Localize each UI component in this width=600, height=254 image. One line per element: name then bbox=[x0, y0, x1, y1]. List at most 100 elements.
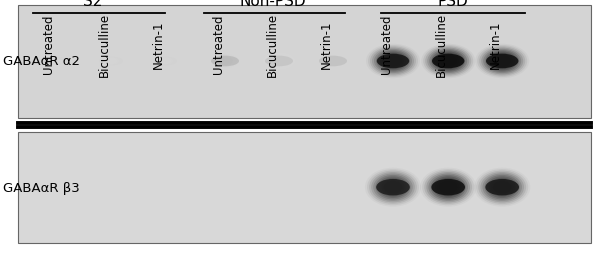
Ellipse shape bbox=[422, 169, 474, 205]
Ellipse shape bbox=[99, 57, 123, 66]
Ellipse shape bbox=[437, 55, 459, 69]
Ellipse shape bbox=[266, 55, 292, 69]
Ellipse shape bbox=[486, 54, 518, 69]
Ellipse shape bbox=[212, 55, 238, 69]
Ellipse shape bbox=[485, 179, 519, 196]
Ellipse shape bbox=[317, 53, 349, 71]
Text: PSD: PSD bbox=[437, 0, 469, 9]
Text: GABAαR α2: GABAαR α2 bbox=[3, 55, 80, 68]
Ellipse shape bbox=[323, 57, 343, 67]
Text: Non-PSD: Non-PSD bbox=[239, 0, 307, 9]
FancyBboxPatch shape bbox=[18, 6, 591, 118]
Ellipse shape bbox=[493, 56, 511, 68]
Ellipse shape bbox=[428, 174, 468, 201]
Ellipse shape bbox=[432, 54, 464, 69]
Ellipse shape bbox=[265, 56, 293, 67]
Ellipse shape bbox=[487, 177, 518, 198]
Ellipse shape bbox=[487, 52, 517, 71]
Ellipse shape bbox=[425, 47, 471, 76]
Ellipse shape bbox=[372, 48, 414, 75]
Text: Bicuculline: Bicuculline bbox=[98, 12, 111, 76]
Ellipse shape bbox=[477, 46, 527, 78]
Ellipse shape bbox=[431, 175, 466, 200]
Ellipse shape bbox=[434, 178, 462, 197]
Text: Netrin-1: Netrin-1 bbox=[320, 20, 333, 69]
Ellipse shape bbox=[263, 53, 295, 71]
Ellipse shape bbox=[491, 180, 514, 195]
Ellipse shape bbox=[377, 177, 409, 198]
Ellipse shape bbox=[322, 56, 344, 68]
Ellipse shape bbox=[369, 171, 417, 204]
Ellipse shape bbox=[374, 50, 412, 74]
Ellipse shape bbox=[378, 52, 408, 71]
Ellipse shape bbox=[439, 181, 458, 194]
Ellipse shape bbox=[485, 51, 519, 73]
Text: Untreated: Untreated bbox=[42, 15, 55, 74]
Ellipse shape bbox=[429, 50, 467, 74]
Ellipse shape bbox=[478, 171, 526, 204]
Text: Netrin-1: Netrin-1 bbox=[152, 20, 165, 69]
Ellipse shape bbox=[483, 50, 521, 74]
Ellipse shape bbox=[488, 178, 516, 197]
Ellipse shape bbox=[217, 57, 233, 66]
Ellipse shape bbox=[431, 51, 465, 73]
Ellipse shape bbox=[373, 174, 413, 201]
Ellipse shape bbox=[376, 175, 410, 200]
Ellipse shape bbox=[380, 54, 406, 70]
Ellipse shape bbox=[493, 181, 512, 194]
FancyBboxPatch shape bbox=[18, 132, 591, 243]
Ellipse shape bbox=[384, 56, 402, 68]
Ellipse shape bbox=[435, 54, 461, 70]
Ellipse shape bbox=[377, 54, 409, 69]
Ellipse shape bbox=[431, 179, 465, 196]
Ellipse shape bbox=[383, 181, 403, 194]
Text: Bicuculline: Bicuculline bbox=[435, 12, 448, 76]
Ellipse shape bbox=[318, 54, 348, 70]
Ellipse shape bbox=[379, 178, 407, 197]
Ellipse shape bbox=[319, 56, 347, 67]
Ellipse shape bbox=[423, 46, 473, 78]
Text: GABAαR β3: GABAαR β3 bbox=[3, 181, 80, 194]
Ellipse shape bbox=[476, 169, 528, 205]
Ellipse shape bbox=[43, 57, 67, 66]
Ellipse shape bbox=[264, 54, 294, 70]
Text: Bicuculline: Bicuculline bbox=[266, 12, 279, 76]
Ellipse shape bbox=[268, 56, 290, 68]
Text: Netrin-1: Netrin-1 bbox=[489, 20, 502, 69]
Ellipse shape bbox=[485, 175, 520, 200]
Ellipse shape bbox=[382, 180, 404, 195]
Ellipse shape bbox=[271, 57, 287, 66]
Ellipse shape bbox=[207, 52, 243, 72]
Ellipse shape bbox=[437, 180, 460, 195]
Ellipse shape bbox=[215, 57, 235, 67]
Text: S2: S2 bbox=[83, 0, 103, 9]
Ellipse shape bbox=[433, 52, 463, 71]
Text: Untreated: Untreated bbox=[212, 15, 225, 74]
Ellipse shape bbox=[481, 172, 524, 203]
Ellipse shape bbox=[439, 56, 457, 68]
Ellipse shape bbox=[367, 169, 419, 205]
Ellipse shape bbox=[325, 57, 341, 66]
Ellipse shape bbox=[491, 55, 513, 69]
Ellipse shape bbox=[479, 47, 525, 76]
Ellipse shape bbox=[382, 55, 404, 69]
Text: Untreated: Untreated bbox=[380, 15, 393, 74]
Ellipse shape bbox=[153, 57, 177, 66]
Ellipse shape bbox=[370, 47, 416, 76]
Ellipse shape bbox=[269, 57, 289, 67]
Ellipse shape bbox=[320, 55, 346, 69]
Ellipse shape bbox=[433, 177, 464, 198]
Ellipse shape bbox=[210, 54, 240, 70]
Ellipse shape bbox=[376, 179, 410, 196]
Ellipse shape bbox=[371, 172, 415, 203]
Ellipse shape bbox=[427, 48, 469, 75]
Ellipse shape bbox=[214, 56, 236, 68]
Ellipse shape bbox=[211, 56, 239, 67]
Ellipse shape bbox=[209, 53, 241, 71]
Ellipse shape bbox=[368, 46, 418, 78]
Ellipse shape bbox=[482, 174, 522, 201]
Ellipse shape bbox=[489, 54, 515, 70]
Ellipse shape bbox=[424, 171, 472, 204]
Ellipse shape bbox=[427, 172, 470, 203]
Ellipse shape bbox=[481, 48, 523, 75]
